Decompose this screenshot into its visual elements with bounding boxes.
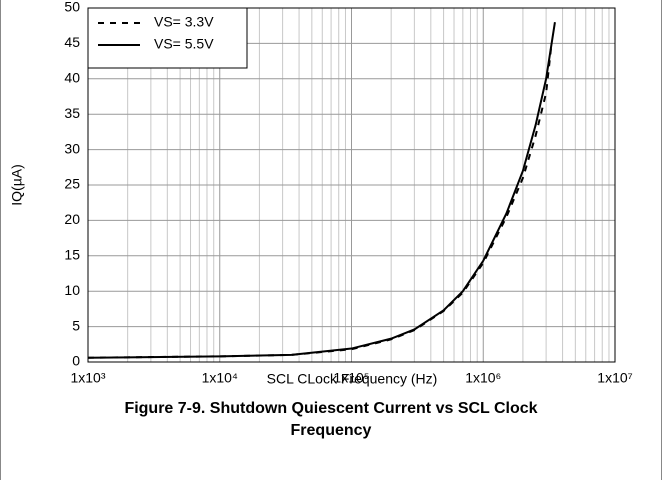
y-tick-label: 10 [64,282,80,298]
x-tick-label: 1x10⁷ [597,370,632,386]
legend-box [87,7,248,69]
y-tick-label: 40 [64,70,80,86]
x-tick-label: 1x10⁶ [465,370,501,386]
y-tick-label: 25 [64,176,80,192]
x-tick-label: 1x10⁵ [333,370,369,386]
y-tick-label: 30 [64,140,80,156]
y-tick-label: 5 [72,317,80,333]
y-tick-label: 35 [64,105,80,121]
series-line [87,43,553,359]
x-axis-label: SCL CLock Frequency (Hz) [267,371,438,387]
caption-box: Figure 7-9. Shutdown Quiescent Current v… [0,398,662,442]
y-axis-label: IQ(µA) [9,164,25,206]
plot-border [87,7,616,363]
legend-label: VS= 3.3V [154,14,214,30]
x-tick-label: 1x10⁴ [202,370,238,386]
series-line [87,22,556,359]
y-tick-label: 0 [72,353,80,369]
x-tick-label: 1x10³ [70,370,105,386]
legend-label: VS= 5.5V [154,36,214,52]
y-tick-label: 15 [64,247,80,263]
caption: Figure 7-9. Shutdown Quiescent Current v… [124,400,538,439]
y-tick-label: 45 [64,34,80,50]
y-tick-label: 50 [64,0,80,15]
y-tick-label: 20 [64,211,80,227]
